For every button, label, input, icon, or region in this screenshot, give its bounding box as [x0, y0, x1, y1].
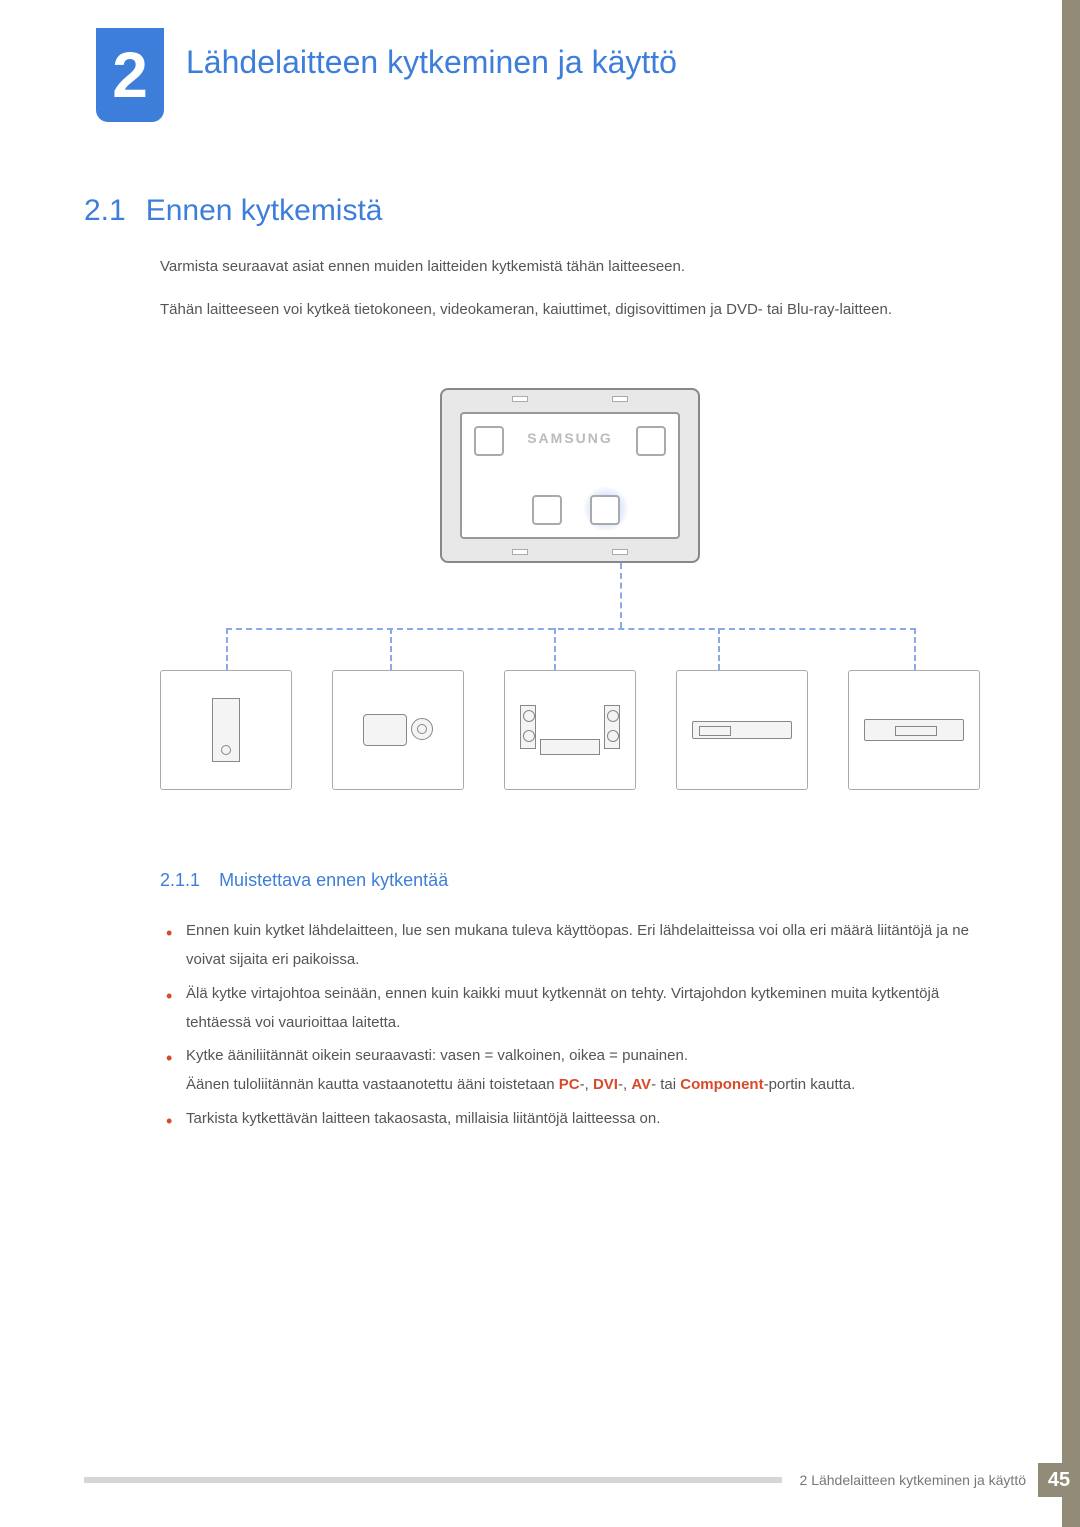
settop-box-icon	[692, 721, 792, 739]
screw-hole-icon	[612, 549, 628, 555]
highlight-pc: PC	[559, 1076, 580, 1093]
device-dvd	[848, 670, 980, 790]
footer: 2 Lähdelaitteen kytkeminen ja käyttö 45	[84, 1463, 1080, 1497]
highlight-av: AV	[631, 1076, 651, 1093]
right-stripe	[1062, 0, 1080, 1527]
device-speakers	[504, 670, 636, 790]
footer-text: 2 Lähdelaitteen kytkeminen ja käyttö	[782, 1472, 1038, 1488]
port-icon	[636, 426, 666, 456]
paragraph-2: Tähän laitteeseen voi kytkeä tietokoneen…	[160, 296, 980, 325]
bullet-text: -portin kautta.	[764, 1076, 856, 1093]
connector-line	[718, 628, 720, 670]
screw-hole-icon	[512, 396, 528, 402]
footer-bar	[84, 1477, 782, 1483]
section-heading: 2.1 Ennen kytkemistä	[84, 194, 383, 228]
connector-line	[620, 563, 622, 628]
list-item: Ennen kuin kytket lähdelaitteen, lue sen…	[186, 916, 980, 975]
footer-page-number: 45	[1038, 1463, 1080, 1497]
subsection-heading: 2.1.1 Muistettava ennen kytkentää	[160, 870, 448, 891]
connection-diagram: SAMSUNG	[160, 388, 980, 808]
bullet-text: -,	[618, 1076, 631, 1093]
port-icon	[532, 495, 562, 525]
bullet-text: Kytke ääniliitännät oikein seuraavasti: …	[186, 1047, 688, 1064]
screw-hole-icon	[512, 549, 528, 555]
section-title: Ennen kytkemistä	[146, 194, 383, 228]
bullet-text: - tai	[651, 1076, 680, 1093]
device-settop	[676, 670, 808, 790]
section-number: 2.1	[84, 194, 126, 228]
chapter-number-tab: 2	[96, 28, 164, 122]
subsection-number: 2.1.1	[160, 870, 200, 890]
connector-line	[226, 628, 228, 670]
camcorder-icon	[363, 708, 433, 752]
screw-hole-icon	[612, 396, 628, 402]
connector-line	[914, 628, 916, 670]
highlight-component: Component	[680, 1076, 763, 1093]
connector-line	[226, 628, 916, 630]
chapter-title: Lähdelaitteen kytkeminen ja käyttö	[186, 44, 677, 81]
list-item: Älä kytke virtajohtoa seinään, ennen kui…	[186, 979, 980, 1038]
port-icon	[474, 426, 504, 456]
list-item: Kytke ääniliitännät oikein seuraavasti: …	[186, 1041, 980, 1100]
list-item: Tarkista kytkettävän laitteen takaosasta…	[186, 1104, 980, 1133]
pc-tower-icon	[212, 698, 240, 762]
port-highlighted-icon	[590, 495, 620, 525]
device-pc	[160, 670, 292, 790]
speakers-icon	[520, 705, 620, 755]
bullet-text: -,	[580, 1076, 593, 1093]
highlight-dvi: DVI	[593, 1076, 618, 1093]
subsection-title: Muistettava ennen kytkentää	[219, 870, 448, 890]
connector-line	[554, 628, 556, 670]
monitor-device: SAMSUNG	[440, 388, 700, 563]
device-camcorder	[332, 670, 464, 790]
device-row	[160, 670, 980, 790]
monitor-backplate: SAMSUNG	[460, 412, 680, 539]
paragraph-1: Varmista seuraavat asiat ennen muiden la…	[160, 255, 980, 279]
bullet-text: Äänen tuloliitännän kautta vastaanotettu…	[186, 1076, 559, 1093]
connector-line	[390, 628, 392, 670]
page: 2 Lähdelaitteen kytkeminen ja käyttö 2.1…	[0, 0, 1080, 1527]
dvd-player-icon	[864, 719, 964, 741]
bullet-list: Ennen kuin kytket lähdelaitteen, lue sen…	[186, 916, 980, 1137]
